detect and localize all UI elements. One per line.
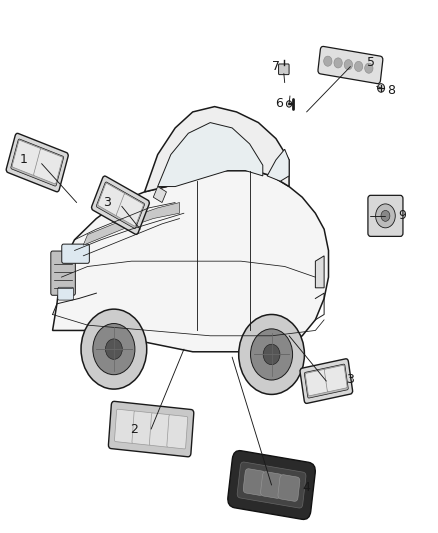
Polygon shape (315, 256, 324, 288)
FancyBboxPatch shape (243, 469, 265, 495)
Text: 4: 4 (303, 481, 311, 494)
Circle shape (81, 309, 147, 389)
FancyBboxPatch shape (96, 182, 145, 229)
FancyBboxPatch shape (117, 194, 143, 226)
Circle shape (286, 101, 292, 107)
FancyBboxPatch shape (305, 369, 328, 396)
Circle shape (378, 84, 385, 92)
Polygon shape (153, 187, 166, 203)
FancyBboxPatch shape (237, 462, 306, 508)
FancyBboxPatch shape (278, 475, 300, 502)
Text: 3: 3 (346, 373, 354, 386)
Circle shape (251, 329, 293, 380)
Polygon shape (83, 203, 180, 245)
FancyBboxPatch shape (261, 472, 283, 498)
FancyBboxPatch shape (279, 64, 289, 75)
FancyBboxPatch shape (11, 139, 64, 186)
Circle shape (239, 314, 304, 394)
Circle shape (381, 211, 390, 221)
FancyBboxPatch shape (51, 251, 75, 295)
FancyBboxPatch shape (62, 244, 89, 263)
FancyBboxPatch shape (58, 287, 74, 300)
Polygon shape (158, 123, 263, 187)
Circle shape (93, 324, 135, 375)
FancyBboxPatch shape (300, 359, 353, 403)
FancyBboxPatch shape (318, 46, 383, 84)
FancyBboxPatch shape (132, 411, 153, 445)
Circle shape (106, 339, 122, 359)
FancyBboxPatch shape (92, 176, 149, 235)
FancyBboxPatch shape (98, 183, 125, 215)
Text: 7: 7 (272, 60, 280, 73)
FancyBboxPatch shape (304, 364, 348, 398)
Circle shape (324, 56, 332, 66)
Text: 5: 5 (367, 56, 375, 69)
FancyBboxPatch shape (6, 133, 68, 192)
Circle shape (365, 63, 373, 73)
Polygon shape (145, 107, 289, 192)
Circle shape (344, 60, 353, 70)
Text: 9: 9 (398, 209, 406, 222)
Text: 3: 3 (103, 196, 111, 209)
Circle shape (334, 58, 342, 68)
Text: 6: 6 (276, 98, 283, 110)
Text: 2: 2 (130, 423, 138, 435)
Polygon shape (53, 171, 328, 352)
FancyBboxPatch shape (167, 415, 188, 449)
FancyBboxPatch shape (228, 450, 315, 520)
FancyBboxPatch shape (12, 140, 41, 175)
FancyBboxPatch shape (109, 401, 194, 457)
FancyBboxPatch shape (114, 409, 135, 443)
FancyBboxPatch shape (34, 149, 63, 184)
Text: 1: 1 (20, 154, 28, 166)
FancyBboxPatch shape (149, 413, 170, 447)
Polygon shape (267, 149, 289, 181)
Circle shape (354, 61, 363, 71)
Text: 8: 8 (387, 84, 395, 97)
Circle shape (376, 204, 395, 228)
FancyBboxPatch shape (368, 196, 403, 237)
Circle shape (263, 344, 280, 365)
FancyBboxPatch shape (325, 365, 347, 392)
